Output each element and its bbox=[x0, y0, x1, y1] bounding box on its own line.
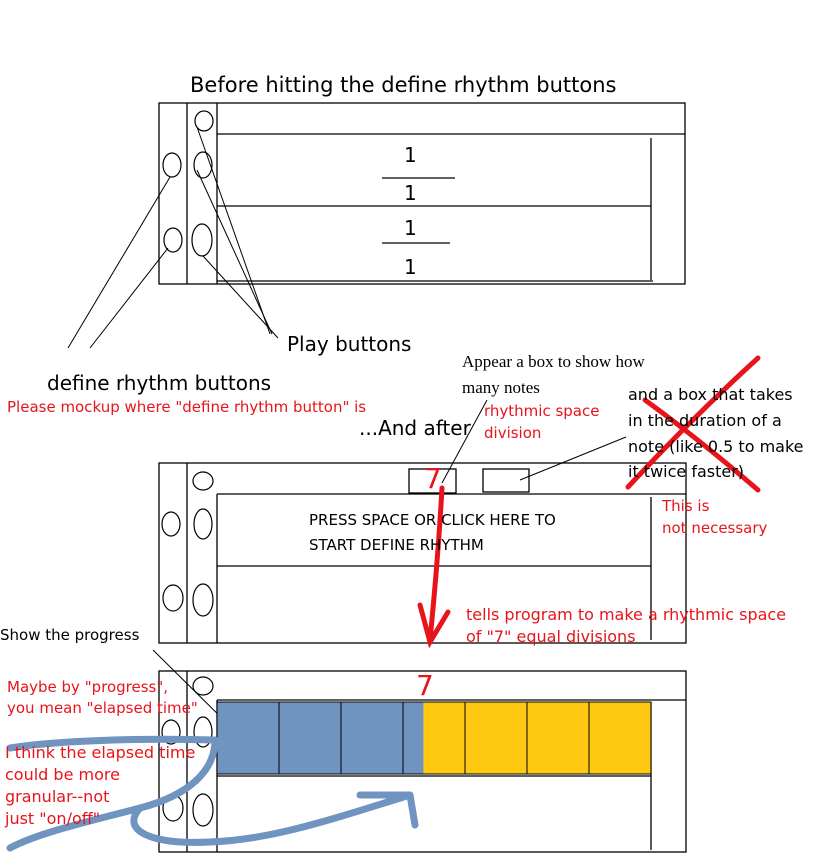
press-space-prompt[interactable]: START DEFINE RHYTHM bbox=[309, 536, 484, 554]
define-rhythm-button[interactable] bbox=[162, 584, 184, 612]
appear-box-note: many notes bbox=[462, 378, 540, 397]
progress-panel-frame bbox=[158, 670, 687, 853]
granular-note: granular--not bbox=[5, 787, 110, 806]
callout-lines bbox=[67, 126, 627, 734]
tells-program-note: of "7" equal divisions bbox=[466, 627, 636, 646]
maybe-progress-note: you mean "elapsed time" bbox=[7, 699, 198, 717]
fraction-numerator: 1 bbox=[404, 216, 417, 240]
not-necessary-note: This is bbox=[662, 497, 710, 515]
duration-box-note: it twice faster) bbox=[628, 462, 745, 481]
rhythmic-space-note: rhythmic space bbox=[484, 402, 600, 420]
rhythmic-space-note: division bbox=[484, 424, 542, 442]
not-necessary-note: not necessary bbox=[662, 519, 768, 537]
division-cell bbox=[588, 701, 652, 775]
press-space-prompt[interactable]: PRESS SPACE OR CLICK HERE TO bbox=[309, 511, 556, 529]
and-after-label: ...And after bbox=[359, 416, 471, 440]
define-rhythm-buttons-label: define rhythm buttons bbox=[47, 371, 272, 395]
after-panel bbox=[158, 462, 687, 644]
mockup-request-note: Please mockup where "define rhythm butto… bbox=[7, 398, 367, 416]
before-panel bbox=[158, 102, 686, 285]
fraction-denominator: 1 bbox=[404, 255, 417, 279]
granular-note: could be more bbox=[5, 765, 120, 784]
red-arrow-icon bbox=[417, 485, 451, 649]
duration-box[interactable] bbox=[482, 468, 530, 493]
play-button[interactable] bbox=[191, 223, 213, 257]
granular-note: just "on/off" bbox=[5, 809, 101, 828]
remaining-region bbox=[423, 702, 651, 774]
progress-division-count: 7 bbox=[416, 669, 434, 702]
cross-out-mark bbox=[625, 355, 761, 493]
appear-box-note: Appear a box to show how bbox=[462, 352, 645, 371]
progress-panel bbox=[158, 670, 687, 853]
before-panel-buttons bbox=[162, 110, 214, 257]
fraction-numerator: 1 bbox=[404, 143, 417, 167]
play-button[interactable] bbox=[193, 151, 213, 179]
tells-program-note: tells program to make a rhythmic space bbox=[466, 605, 787, 624]
play-button[interactable] bbox=[192, 793, 214, 827]
note-count-box[interactable] bbox=[408, 468, 457, 494]
duration-box-note: note (like 0.5 to make bbox=[628, 437, 804, 456]
define-rhythm-button[interactable] bbox=[161, 511, 181, 537]
play-button[interactable] bbox=[192, 676, 214, 696]
define-rhythm-button[interactable] bbox=[163, 227, 183, 253]
division-count-value: 7 bbox=[424, 462, 442, 495]
play-button[interactable] bbox=[193, 716, 213, 748]
before-panel-frame bbox=[158, 102, 686, 285]
diagram-title: Before hitting the define rhythm buttons bbox=[190, 73, 617, 97]
play-button[interactable] bbox=[193, 508, 213, 540]
play-buttons-label: Play buttons bbox=[287, 332, 412, 356]
duration-box-note: and a box that takes bbox=[628, 385, 793, 404]
after-panel-frame bbox=[158, 462, 687, 644]
play-button[interactable] bbox=[192, 471, 214, 491]
fraction-denominator: 1 bbox=[404, 181, 417, 205]
show-progress-label: Show the progress bbox=[0, 626, 140, 644]
play-button[interactable] bbox=[194, 110, 214, 132]
blue-scribble-arrow-icon bbox=[6, 735, 419, 852]
granular-note: I think the elapsed time bbox=[5, 743, 196, 762]
play-button[interactable] bbox=[192, 583, 214, 617]
define-rhythm-button[interactable] bbox=[162, 152, 182, 178]
after-panel-buttons bbox=[161, 471, 214, 617]
progress-track bbox=[216, 701, 652, 775]
duration-box-note: in the duration of a bbox=[628, 411, 782, 430]
elapsed-region bbox=[217, 702, 424, 774]
define-rhythm-button[interactable] bbox=[161, 719, 181, 745]
maybe-progress-note: Maybe by "progress", bbox=[7, 678, 169, 696]
